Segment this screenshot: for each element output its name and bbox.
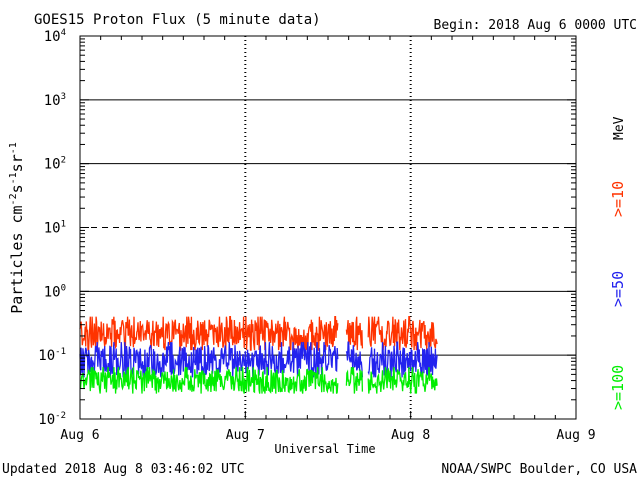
y-tick-label: 100 (44, 283, 66, 300)
x-tick-layer: Aug 6 Aug 7 Aug 8 Aug 9 (60, 36, 596, 443)
y-tick-label: 103 (44, 92, 66, 109)
legend-gt10: >=10 (609, 181, 627, 217)
x-tick-label: Aug 8 (391, 428, 430, 443)
x-tick-label: Aug 7 (226, 428, 265, 443)
y-tick-label: 104 (44, 28, 66, 45)
y-tick-layer: 10-2 10-1 100 101 102 103 104 (38, 28, 576, 428)
legend-gt100: >=100 (609, 365, 627, 410)
y-tick-label: 10-1 (38, 347, 66, 364)
begin-label: Begin: 2018 Aug 6 0000 UTC (434, 18, 638, 33)
series-layer (79, 316, 438, 394)
y-tick-label: 102 (44, 156, 66, 173)
y-tick-label: 10-2 (38, 411, 66, 428)
chart-title: GOES15 Proton Flux (5 minute data) (34, 12, 321, 28)
x-axis-label: Universal Time (274, 442, 375, 456)
credit-label: NOAA/SWPC Boulder, CO USA (441, 462, 637, 477)
legend-mev-unit: MeV (612, 116, 627, 140)
legend-gt50: >=50 (609, 271, 627, 307)
x-tick-label: Aug 9 (556, 428, 595, 443)
series-line-gt10 (79, 316, 438, 351)
y-axis-label: Particles cm-2s-1sr-1 (8, 142, 26, 314)
series-line-gt100 (79, 366, 438, 394)
y-tick-label: 101 (44, 220, 66, 237)
grid-layer (80, 36, 576, 419)
x-tick-label: Aug 6 (60, 428, 99, 443)
updated-timestamp: Updated 2018 Aug 8 03:46:02 UTC (2, 462, 245, 477)
